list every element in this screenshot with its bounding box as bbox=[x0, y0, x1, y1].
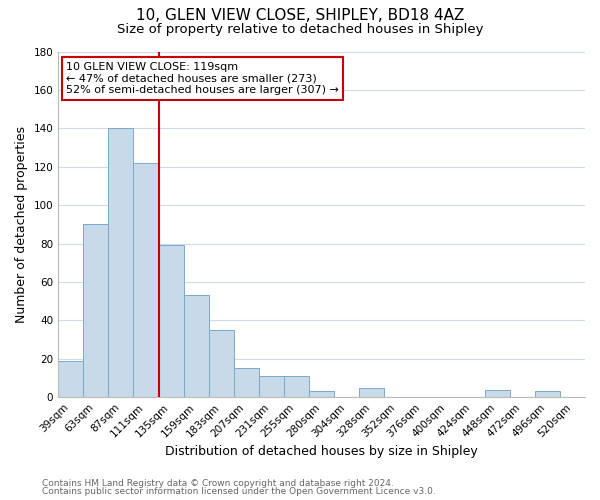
Bar bbox=[58, 360, 83, 397]
X-axis label: Distribution of detached houses by size in Shipley: Distribution of detached houses by size … bbox=[165, 444, 478, 458]
Bar bbox=[309, 392, 334, 397]
Y-axis label: Number of detached properties: Number of detached properties bbox=[15, 126, 28, 323]
Text: Contains public sector information licensed under the Open Government Licence v3: Contains public sector information licen… bbox=[42, 487, 436, 496]
Bar bbox=[535, 392, 560, 397]
Text: 10, GLEN VIEW CLOSE, SHIPLEY, BD18 4AZ: 10, GLEN VIEW CLOSE, SHIPLEY, BD18 4AZ bbox=[136, 8, 464, 22]
Bar bbox=[234, 368, 259, 397]
Bar bbox=[158, 246, 184, 397]
Text: Contains HM Land Registry data © Crown copyright and database right 2024.: Contains HM Land Registry data © Crown c… bbox=[42, 478, 394, 488]
Text: 10 GLEN VIEW CLOSE: 119sqm
← 47% of detached houses are smaller (273)
52% of sem: 10 GLEN VIEW CLOSE: 119sqm ← 47% of deta… bbox=[66, 62, 339, 95]
Text: Size of property relative to detached houses in Shipley: Size of property relative to detached ho… bbox=[117, 22, 483, 36]
Bar bbox=[259, 376, 284, 397]
Bar bbox=[284, 376, 309, 397]
Bar bbox=[83, 224, 109, 397]
Bar bbox=[133, 163, 158, 397]
Bar bbox=[209, 330, 234, 397]
Bar bbox=[485, 390, 510, 397]
Bar bbox=[109, 128, 133, 397]
Bar bbox=[359, 388, 385, 397]
Bar bbox=[184, 296, 209, 397]
